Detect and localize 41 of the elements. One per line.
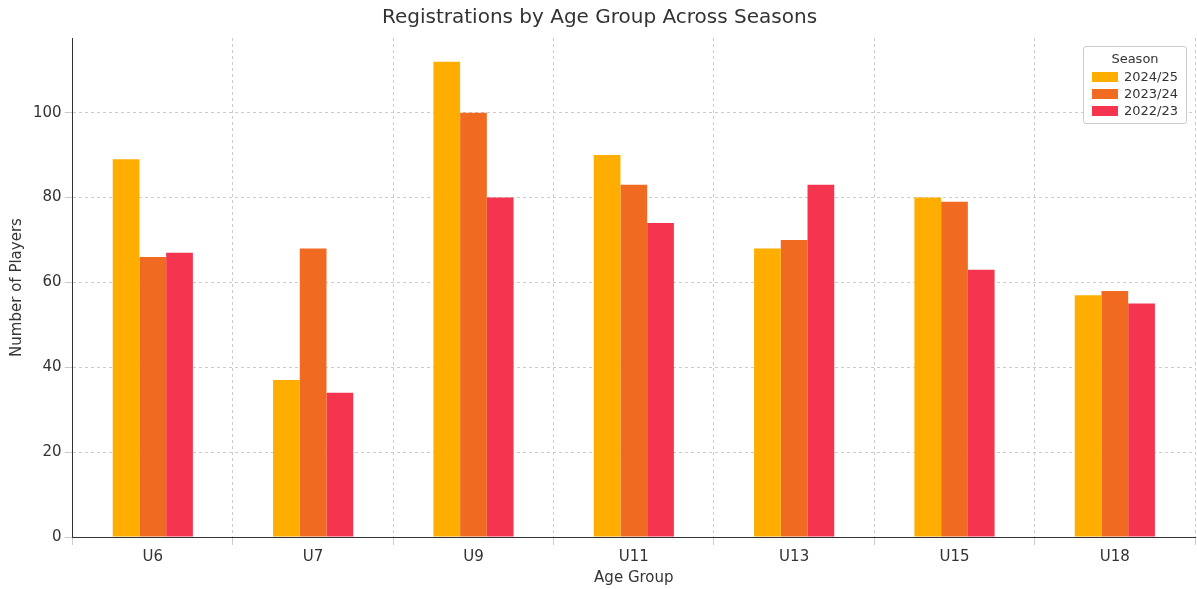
y-tick-label: 60 xyxy=(42,272,62,291)
bar xyxy=(754,248,781,537)
x-tick-label: U13 xyxy=(779,546,810,565)
legend-title: Season xyxy=(1110,51,1160,66)
bar xyxy=(620,184,648,537)
x-tick-label: U9 xyxy=(463,546,484,565)
bar xyxy=(1074,295,1102,537)
y-tick-label: 20 xyxy=(42,442,62,461)
y-axis-title: Number of Players xyxy=(6,217,25,357)
x-tick-label: U6 xyxy=(142,546,164,565)
bar xyxy=(460,112,487,537)
bar xyxy=(780,239,808,537)
y-tick-label: 40 xyxy=(42,357,62,376)
bar xyxy=(807,184,835,537)
bar xyxy=(914,197,942,537)
x-tick-label: U18 xyxy=(1099,546,1130,565)
bar xyxy=(593,155,621,537)
bar xyxy=(299,248,327,537)
bar xyxy=(326,392,354,537)
bar xyxy=(166,252,193,537)
legend-label: 2024/25 xyxy=(1124,68,1179,85)
bar xyxy=(941,201,968,537)
x-axis-title: Age Group xyxy=(594,567,674,586)
legend-label: 2023/24 xyxy=(1124,85,1179,102)
x-tick-label: U11 xyxy=(618,546,649,565)
bar xyxy=(139,256,167,537)
bar xyxy=(1128,303,1155,537)
y-tick-label: 0 xyxy=(52,526,62,545)
bar xyxy=(273,380,300,537)
chart-title: Registrations by Age Group Across Seasons xyxy=(381,4,818,29)
bar xyxy=(486,197,514,537)
x-tick-label: U15 xyxy=(939,546,970,565)
y-tick-label: 80 xyxy=(42,187,62,206)
bar xyxy=(967,269,995,537)
bar xyxy=(1101,290,1129,537)
bar xyxy=(647,223,674,537)
bar xyxy=(433,61,461,537)
y-tick-label: 100 xyxy=(32,102,62,121)
legend-label: 2022/23 xyxy=(1124,102,1179,119)
bar xyxy=(112,159,140,537)
x-tick-label: U7 xyxy=(302,546,324,565)
